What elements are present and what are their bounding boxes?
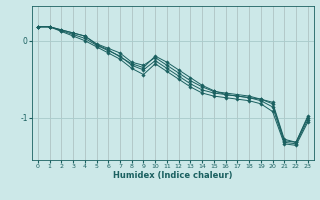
X-axis label: Humidex (Indice chaleur): Humidex (Indice chaleur) (113, 171, 233, 180)
